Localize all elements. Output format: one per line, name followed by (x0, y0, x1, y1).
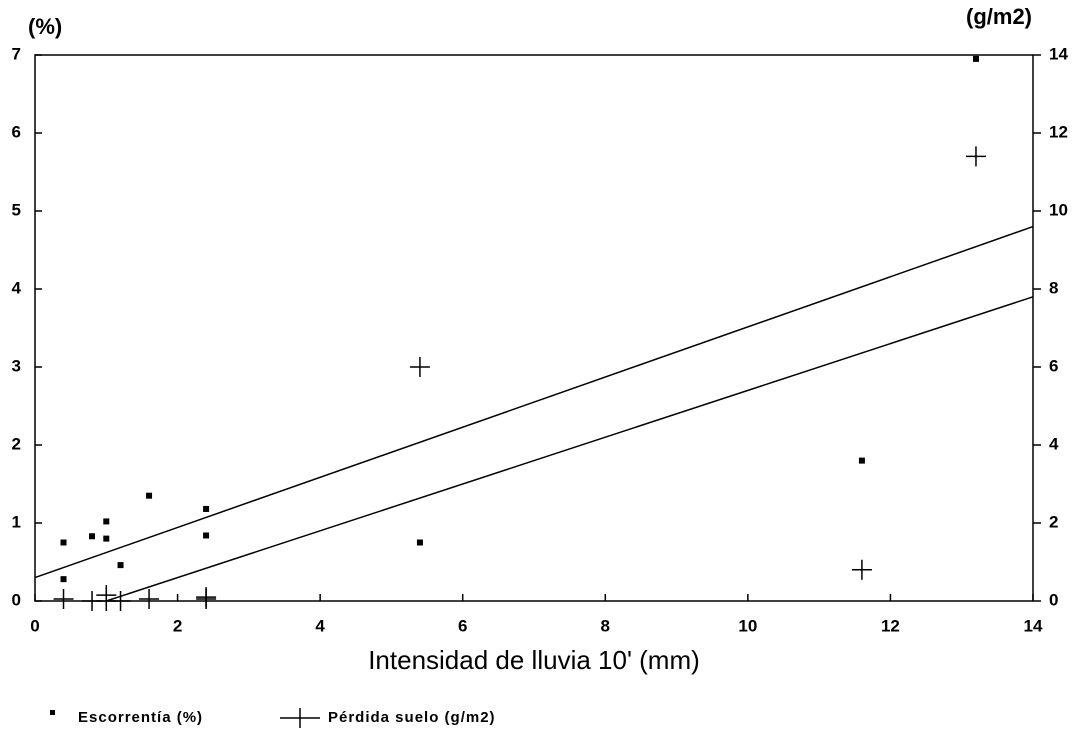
y-tick-label: 6 (12, 122, 21, 141)
point (60, 539, 67, 546)
y-tick-label: 2 (12, 434, 21, 453)
point (89, 533, 96, 540)
point (972, 55, 979, 62)
point (103, 535, 110, 542)
y-tick-label: 3 (12, 356, 21, 375)
point (117, 562, 124, 569)
point (409, 357, 430, 377)
x-tick-label: 12 (881, 616, 900, 635)
x-tick-label: 6 (458, 616, 467, 635)
y-tick-label: 4 (12, 278, 22, 297)
x-tick-label: 8 (601, 616, 610, 635)
y2-tick-label: 4 (1049, 434, 1059, 453)
y-tick-label: 5 (12, 200, 21, 219)
y2-tick-label: 10 (1049, 200, 1068, 219)
y2-tick-label: 6 (1049, 356, 1058, 375)
y2-tick-label: 0 (1049, 590, 1058, 609)
legend-label: Escorrentía (%) (78, 709, 203, 726)
x-tick-label: 2 (173, 616, 182, 635)
x-tick-label: 10 (738, 616, 757, 635)
y2-tick-label: 14 (1049, 44, 1068, 63)
point (203, 532, 210, 539)
y-tick-label: 1 (12, 512, 21, 531)
y2-tick-label: 8 (1049, 278, 1058, 297)
point (53, 589, 74, 610)
legend-marker (50, 710, 55, 715)
y2-tick-label: 12 (1049, 122, 1068, 141)
plot-frame (34, 54, 1034, 602)
point (60, 576, 67, 583)
point (965, 146, 986, 167)
x-axis-label: Intensidad de lluvia 10' (mm) (368, 645, 700, 675)
point (416, 539, 423, 546)
point (110, 591, 131, 611)
y-axis-label: (%) (28, 14, 62, 39)
point (851, 559, 872, 580)
point (858, 457, 865, 464)
trend-line (106, 296, 1034, 602)
legend-marker (280, 708, 320, 728)
x-tick-label: 14 (1024, 616, 1043, 635)
x-tick-label: 0 (30, 616, 39, 635)
y-tick-label: 7 (12, 44, 21, 63)
y2-tick-label: 2 (1049, 512, 1058, 531)
y-tick-label: 0 (12, 590, 21, 609)
legend-label: Pérdida suelo (g/m2) (328, 709, 496, 726)
point (103, 518, 110, 525)
x-tick-label: 4 (315, 616, 325, 635)
y2-axis-label: (g/m2) (966, 4, 1032, 29)
point (196, 589, 217, 610)
point (139, 589, 160, 610)
point (203, 505, 210, 512)
trend-line (34, 225, 1034, 579)
point (146, 492, 153, 499)
